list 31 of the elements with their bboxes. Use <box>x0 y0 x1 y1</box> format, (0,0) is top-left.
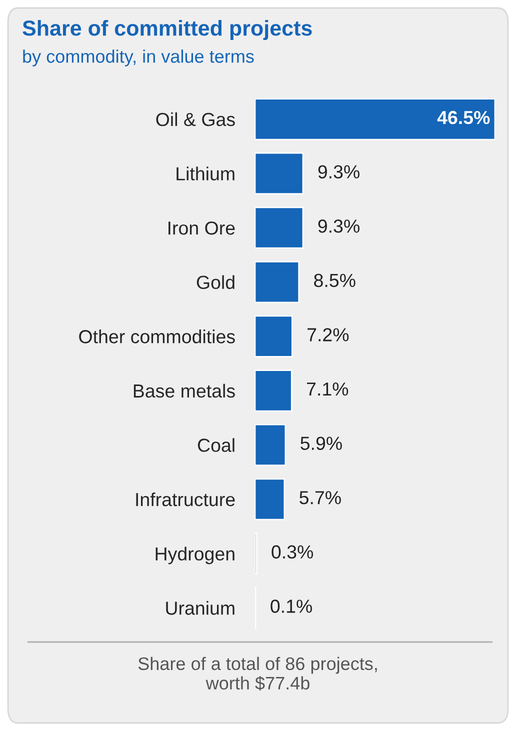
text: Share of a total of 86 projects, worth $77.4b <box>138 656 377 691</box>
y-tick-label: Iron Ore <box>168 221 235 235</box>
data-label: 9.3% <box>318 165 360 178</box>
bar <box>255 152 304 195</box>
data-label: 9.3% <box>318 220 360 233</box>
data-label: 7.2% <box>308 328 349 342</box>
y-tick-label: Infratructure <box>136 492 235 506</box>
data-label: 46.5% <box>437 110 490 124</box>
y-tick-label: Coal <box>198 438 234 452</box>
y-tick-label: Gold <box>196 275 234 290</box>
data-label: 5.7% <box>300 491 341 504</box>
data-label: 7.1% <box>307 382 348 396</box>
data-label: 0.3% <box>272 545 314 559</box>
y-tick-label: Lithium <box>176 166 234 180</box>
data-label: 8.5% <box>314 274 356 288</box>
y-tick-label: Base metals <box>134 384 235 398</box>
bar <box>255 478 286 520</box>
y-tick-label: Hydrogen <box>156 546 234 564</box>
chart-subtitle: by commodity, in value terms <box>23 50 254 66</box>
data-label: 5.9% <box>300 436 342 450</box>
y-tick-label: Other commodities <box>79 330 235 344</box>
bar <box>255 206 304 249</box>
bar <box>255 424 286 466</box>
bar <box>255 370 292 412</box>
bar <box>255 260 300 304</box>
chart-title: Share of committed projects <box>22 20 312 40</box>
y-tick-label: Uranium <box>166 601 234 615</box>
data-label: 0.1% <box>270 600 312 613</box>
bar <box>255 315 293 358</box>
bar <box>255 98 495 140</box>
y-tick-label: Oil & Gas <box>156 112 235 126</box>
